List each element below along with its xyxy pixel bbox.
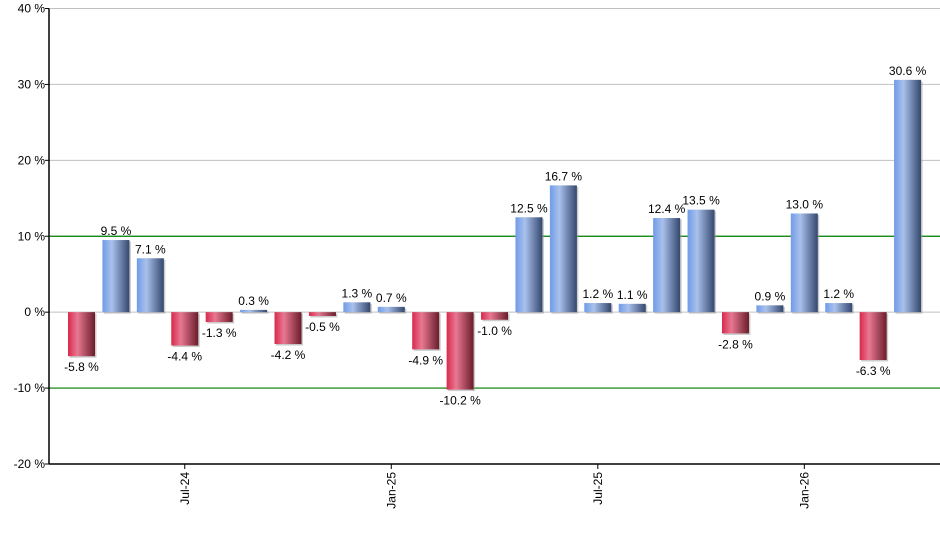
data-label: -4.9 %: [408, 353, 443, 367]
bar-shadow: [241, 311, 269, 314]
data-label: -5.8 %: [64, 360, 99, 374]
data-label: -1.0 %: [477, 324, 512, 338]
bar: [721, 312, 749, 334]
data-label: 9.5 %: [101, 224, 132, 238]
bar: [446, 312, 474, 390]
bar: [584, 303, 612, 313]
bar: [205, 312, 233, 323]
axes: -20 % -10 % 0 % 10 % 20 % 30 % 40 % Jul-24 Jan-2…: [14, 2, 940, 509]
x-tick-label: Jul-25: [591, 472, 605, 505]
y-tick-label: -20 %: [14, 457, 46, 471]
data-label: 0.9 %: [755, 289, 786, 303]
data-label: -1.3 %: [202, 326, 237, 340]
bar: [240, 309, 268, 313]
y-tick-label: 40 %: [18, 2, 46, 16]
x-tick-label: Jan-25: [384, 472, 398, 509]
data-label: 1.1 %: [617, 288, 648, 302]
bar: [68, 312, 95, 357]
bar: [790, 213, 818, 313]
data-label: 0.3 %: [238, 294, 269, 308]
data-label: 13.0 %: [786, 197, 824, 211]
bars: -5.8 % 9.5 %7.1 % -4.4 %-1.3 % 0.3 % -4.2 % -…: [64, 64, 926, 408]
bar: [343, 302, 371, 313]
data-label: 12.5 %: [510, 201, 548, 215]
bar: [481, 312, 509, 320]
data-label: -4.2 %: [271, 348, 306, 362]
data-label: 0.7 %: [376, 291, 407, 305]
bar: [825, 303, 853, 313]
bar: [102, 240, 130, 313]
bar: [308, 312, 336, 316]
data-label: -2.8 %: [718, 337, 753, 351]
data-label: -6.3 %: [856, 364, 891, 378]
data-label: 30.6 %: [889, 64, 927, 78]
bar: [412, 312, 440, 350]
data-label: -4.4 %: [167, 350, 202, 364]
data-label: 7.1 %: [135, 242, 166, 256]
bar: [653, 218, 681, 313]
y-tick-label: 30 %: [18, 77, 46, 91]
bar: [687, 209, 715, 313]
y-tick-label: -10 %: [14, 381, 46, 395]
y-tick-label: 20 %: [18, 153, 46, 167]
bar: [515, 217, 543, 313]
data-label: -10.2 %: [439, 394, 481, 408]
data-label: 13.5 %: [682, 194, 720, 208]
data-label: 16.7 %: [545, 169, 583, 183]
x-tick-label: Jul-24: [178, 472, 192, 505]
bar: [377, 306, 405, 313]
data-label: -0.5 %: [305, 320, 340, 334]
bar: [136, 258, 164, 313]
bar: [894, 79, 922, 313]
bar: [274, 312, 302, 345]
y-tick-label: 0 %: [24, 305, 45, 319]
data-label: 12.4 %: [648, 202, 686, 216]
bar: [618, 303, 646, 313]
x-tick-label: Jan-26: [797, 472, 811, 509]
bar: [859, 312, 887, 360]
y-tick-label: 10 %: [18, 229, 46, 243]
data-label: 1.3 %: [342, 286, 373, 300]
data-label: 1.2 %: [582, 287, 613, 301]
bar: [756, 305, 784, 313]
data-label: 1.2 %: [823, 287, 854, 301]
bar: [171, 312, 199, 346]
bar: [549, 185, 577, 313]
